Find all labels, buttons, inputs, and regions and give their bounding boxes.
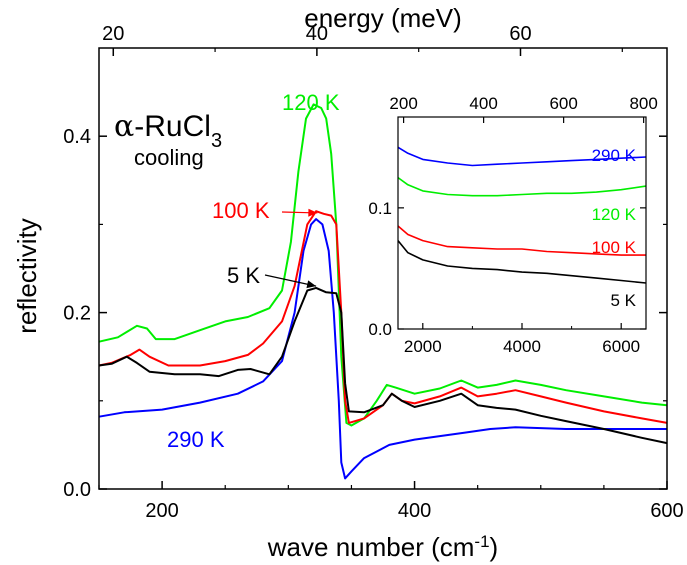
inset-y-tick-label: 0.1 [368, 199, 392, 218]
inset-series [397, 146, 647, 284]
top-tick-label: 60 [509, 23, 531, 45]
inset-plot-frame [397, 116, 647, 330]
x-tick-label: 400 [398, 500, 431, 522]
main-series-labels: 290 K 120 K 100 K 5 K [167, 90, 340, 452]
main-axis-ticks: 200 400 600 0.0 0.2 0.4 20 40 60 [63, 23, 684, 522]
x-tick-label: 200 [145, 500, 178, 522]
inset-axis-ticks: 2000 4000 6000 0.0 0.1 200 400 600 800 [368, 94, 657, 356]
y-tick-label: 0.4 [63, 126, 91, 148]
inset-series-label-120-k: 120 K [592, 205, 637, 224]
cooling-label: cooling [134, 145, 204, 170]
series-label-120-k: 120 K [282, 90, 340, 115]
inset-series-label-5-k: 5 K [610, 291, 636, 310]
series-label-5-k: 5 K [227, 263, 260, 288]
inset-top-tick-label: 400 [469, 94, 497, 113]
y-tick-label: 0.2 [63, 303, 91, 325]
x-tick-label: 600 [650, 500, 683, 522]
series-label-290-k: 290 K [167, 427, 225, 452]
inset-top-tick-label: 800 [629, 94, 657, 113]
inset-series-labels: 290 K 120 K 100 K 5 K [592, 146, 637, 310]
y-tick-label: 0.0 [63, 479, 91, 501]
main-plot-frame [98, 47, 668, 490]
series-line-290-k [98, 218, 667, 480]
series-pointer-head-5-k [306, 280, 317, 289]
inset-top-tick-label: 200 [389, 94, 417, 113]
inset-top-tick-label: 600 [549, 94, 577, 113]
y-axis-title: reflectivity [12, 218, 42, 334]
x-axis-title: wave number (cm-1) [267, 532, 498, 563]
inset-series-label-290-k: 290 K [592, 146, 637, 165]
top-axis-title: energy (meV) [304, 3, 462, 33]
inset-series-line-5-k [397, 240, 647, 284]
inset-y-tick-label: 0.0 [368, 320, 392, 339]
series-pointer-head-100-k [308, 208, 318, 217]
inset-x-tick-label: 2000 [404, 337, 442, 356]
inset-series-line-290-k [397, 146, 647, 167]
series-line-5-k [98, 286, 668, 445]
sample-label: α-RuCl3 [114, 109, 222, 152]
inset-series-line-120-k [397, 176, 647, 197]
inset-series-label-100-k: 100 K [592, 238, 637, 257]
top-tick-label: 40 [306, 23, 328, 45]
top-tick-label: 20 [102, 23, 124, 45]
inset-x-tick-label: 4000 [503, 337, 541, 356]
inset-x-tick-label: 6000 [602, 337, 640, 356]
main-series [98, 103, 668, 480]
inset-series-line-100-k [397, 225, 646, 256]
series-label-100-k: 100 K [212, 198, 270, 223]
inset-background [398, 117, 646, 329]
